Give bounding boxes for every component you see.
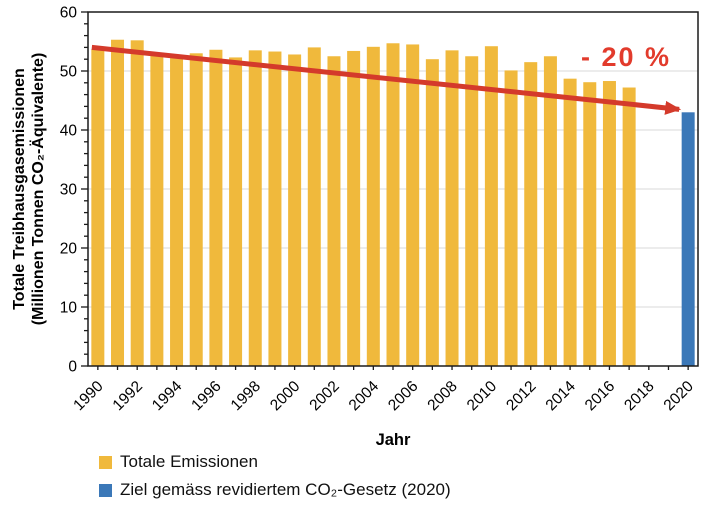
bar-2017 — [622, 87, 636, 367]
svg-text:2002: 2002 — [306, 378, 342, 414]
svg-text:2014: 2014 — [543, 378, 580, 415]
bar-2011 — [504, 70, 518, 366]
bar-2002 — [327, 56, 341, 366]
svg-text:1996: 1996 — [188, 378, 224, 414]
bar-1994 — [170, 58, 184, 367]
bar-2012 — [524, 62, 538, 367]
bar-1998 — [248, 50, 262, 366]
bar-2015 — [583, 82, 597, 367]
bar-2005 — [386, 43, 400, 367]
bar-1991 — [111, 39, 125, 366]
bar-2016 — [602, 81, 616, 366]
svg-text:0: 0 — [68, 359, 77, 376]
series-0-bars — [91, 39, 636, 367]
legend-swatch-total — [99, 455, 112, 469]
svg-text:1994: 1994 — [149, 378, 186, 415]
y-axis-title-line2: (Millionen Tonnen CO₂-Äquivalente) — [30, 52, 47, 326]
bar-1999 — [268, 51, 282, 366]
axis-ticks — [81, 11, 689, 370]
svg-text:2006: 2006 — [385, 378, 421, 414]
svg-text:10: 10 — [60, 300, 78, 317]
bar-2006 — [406, 44, 420, 366]
bar-2001 — [307, 47, 321, 367]
legend-item-target: Ziel gemäss revidiertem CO₂-Gesetz (2020… — [99, 480, 451, 500]
bar-1990 — [91, 49, 105, 367]
trend-annotation-label: - 20 % — [581, 42, 672, 72]
bar-2000 — [288, 54, 302, 366]
y-axis-title: Totale Treibhausgasemissionen (Millionen… — [10, 53, 48, 326]
svg-text:1998: 1998 — [228, 378, 264, 414]
svg-text:1990: 1990 — [70, 378, 107, 415]
bar-2004 — [366, 46, 380, 367]
y-axis-title-line1: Totale Treibhausgasemissionen — [11, 68, 28, 310]
bar-2007 — [425, 59, 439, 366]
bar-2014 — [563, 78, 577, 367]
legend-swatch-target — [99, 483, 112, 497]
bar-1997 — [229, 57, 243, 367]
x-tick-labels: 1990 1992 1994 1996 1998 2000 2002 2004 2006 2008… — [70, 378, 697, 415]
bar-1995 — [189, 53, 203, 367]
svg-text:30: 30 — [60, 182, 78, 199]
svg-text:2012: 2012 — [503, 378, 539, 414]
x-axis-title: Jahr — [375, 431, 411, 449]
svg-text:50: 50 — [60, 64, 78, 81]
legend-label-target: Ziel gemäss revidiertem CO₂-Gesetz (2020… — [120, 480, 451, 499]
svg-text:2018: 2018 — [621, 378, 657, 414]
bar-2013 — [543, 56, 557, 366]
legend-item-total-emissions: Totale Emissionen — [99, 452, 451, 472]
svg-text:2010: 2010 — [464, 378, 501, 415]
bar-2008 — [445, 50, 459, 366]
svg-text:2016: 2016 — [582, 378, 618, 414]
svg-text:40: 40 — [60, 123, 78, 140]
svg-text:60: 60 — [60, 5, 78, 22]
series-1-bars — [681, 112, 695, 366]
svg-text:2000: 2000 — [267, 378, 304, 415]
bar-2003 — [347, 50, 361, 366]
svg-text:2008: 2008 — [424, 378, 460, 414]
bar-1996 — [209, 49, 223, 366]
bar-2020 — [681, 112, 695, 366]
legend: Totale Emissionen Ziel gemäss revidierte… — [99, 452, 451, 506]
bar-1993 — [150, 53, 164, 366]
svg-text:2020: 2020 — [661, 378, 698, 415]
svg-text:20: 20 — [60, 241, 78, 258]
svg-text:1992: 1992 — [110, 378, 146, 414]
trend-arrow — [91, 44, 682, 115]
y-tick-labels: 0 10 20 30 40 50 60 — [60, 5, 78, 376]
bar-2010 — [484, 46, 498, 366]
legend-label-total: Totale Emissionen — [120, 452, 258, 471]
bar-2009 — [465, 56, 479, 366]
svg-text:2004: 2004 — [346, 378, 383, 415]
bar-1992 — [130, 40, 144, 366]
